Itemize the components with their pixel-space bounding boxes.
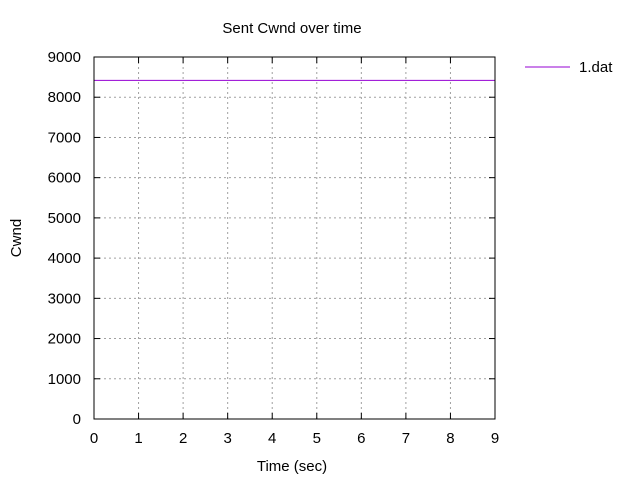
x-tick-label: 9 — [491, 430, 499, 447]
legend: 1.dat — [525, 59, 613, 76]
y-tick-label: 7000 — [48, 129, 81, 146]
y-tick-label: 4000 — [48, 250, 81, 267]
y-tick-label: 0 — [73, 411, 81, 428]
y-tick-label: 2000 — [48, 331, 81, 348]
x-tick-label: 5 — [313, 430, 321, 447]
x-tick-label: 1 — [134, 430, 142, 447]
x-tick-label: 4 — [268, 430, 276, 447]
chart-title: Sent Cwnd over time — [222, 20, 361, 37]
y-tick-label: 5000 — [48, 210, 81, 227]
y-tick-label: 9000 — [48, 49, 81, 66]
y-tick-label: 3000 — [48, 290, 81, 307]
x-tick-label: 6 — [357, 430, 365, 447]
legend-label-0: 1.dat — [579, 59, 613, 76]
x-tick-label: 7 — [402, 430, 410, 447]
ticks: 0 1 2 3 4 5 6 7 8 9 0 1000 2000 3000 4000 5000 6000 7000 8… — [48, 49, 500, 447]
x-axis-label: Time (sec) — [257, 458, 327, 475]
x-tick-label: 8 — [446, 430, 454, 447]
y-axis-label: Cwnd — [8, 219, 25, 257]
y-tick-label: 8000 — [48, 89, 81, 106]
x-tick-label: 0 — [90, 430, 98, 447]
x-tick-label: 3 — [223, 430, 231, 447]
x-tick-label: 2 — [179, 430, 187, 447]
y-tick-label: 1000 — [48, 371, 81, 388]
grid — [94, 57, 495, 419]
plot-frame — [93, 56, 496, 420]
y-tick-label: 6000 — [48, 170, 81, 187]
